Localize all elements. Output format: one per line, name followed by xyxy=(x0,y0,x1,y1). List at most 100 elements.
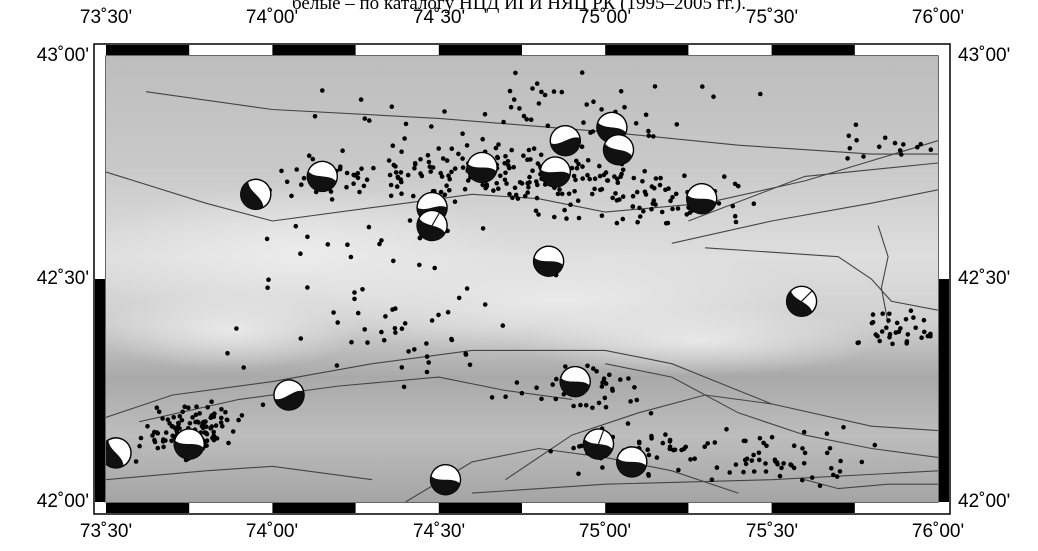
epicenter-dot xyxy=(724,427,729,432)
epicenter-dot xyxy=(531,146,537,151)
epicenter-dot xyxy=(460,165,466,170)
epicenter-dot xyxy=(584,102,589,107)
epicenter-dot xyxy=(579,144,585,149)
epicenter-dot xyxy=(463,352,469,357)
lon-tick-top: 73˚30' xyxy=(79,7,133,28)
epicenter-dot xyxy=(505,159,511,164)
epicenter-dot xyxy=(359,166,364,171)
epicenter-dot xyxy=(579,70,585,75)
epicenter-dot xyxy=(160,439,166,444)
focal-mechanism xyxy=(532,245,565,277)
epicenter-dot xyxy=(660,440,666,446)
epicenter-dot xyxy=(625,421,631,426)
epicenter-dot xyxy=(167,421,172,426)
epicenter-dot xyxy=(513,192,519,198)
epicenter-dot xyxy=(460,131,465,136)
epicenter-dot xyxy=(412,161,418,166)
epicenter-dot xyxy=(179,418,185,423)
epicenter-dot xyxy=(777,473,783,479)
epicenter-dot xyxy=(456,151,461,157)
epicenter-dot xyxy=(519,181,525,186)
epicenter-dot xyxy=(438,189,444,195)
epicenter-dot xyxy=(599,384,605,389)
epicenter-dot xyxy=(634,397,640,403)
epicenter-dot xyxy=(809,475,815,480)
epicenter-dot xyxy=(566,191,572,197)
epicenter-dot xyxy=(355,310,361,316)
lat-tick-left: 42˚30' xyxy=(36,268,89,289)
epicenter-dot xyxy=(855,340,860,346)
epicenter-dot xyxy=(732,213,738,219)
epicenter-dot xyxy=(186,405,191,411)
epicenter-dot xyxy=(674,122,680,127)
epicenter-dot xyxy=(236,417,241,423)
fault-line xyxy=(671,189,938,244)
epicenter-dot xyxy=(601,172,607,178)
epicenter-dot xyxy=(226,440,231,446)
epicenter-dot xyxy=(402,136,407,141)
epicenter-dot xyxy=(447,176,453,182)
epicenter-dot xyxy=(393,306,398,311)
epicenter-dot xyxy=(338,164,343,169)
epicenter-dot xyxy=(154,405,160,411)
epicenter-dot xyxy=(526,147,532,153)
epicenter-dot xyxy=(465,178,471,183)
epicenter-dot xyxy=(334,363,340,368)
epicenter-dot xyxy=(615,180,621,185)
epicenter-dot xyxy=(576,161,581,167)
lon-tick-bottom: 75˚30' xyxy=(745,521,799,542)
epicenter-dot xyxy=(328,189,334,194)
lon-tick-bottom: 75˚00' xyxy=(578,521,632,542)
epicenter-dot xyxy=(194,404,199,410)
epicenter-dot xyxy=(763,461,768,466)
epicenter-dot xyxy=(757,457,762,463)
epicenter-dot xyxy=(360,287,365,292)
lon-scale-segment xyxy=(272,503,356,513)
lat-tick-right: 42˚30' xyxy=(958,268,1011,289)
epicenter-dot xyxy=(688,457,693,462)
epicenter-dot xyxy=(610,388,615,393)
epicenter-dot xyxy=(155,431,161,436)
epicenter-dot xyxy=(637,440,642,446)
epicenter-dot xyxy=(633,121,639,126)
epicenter-dot xyxy=(596,400,602,406)
epicenter-dot xyxy=(896,329,902,335)
epicenter-dot xyxy=(381,338,387,343)
lon-tick-bottom: 76˚00' xyxy=(911,521,965,542)
epicenter-dot xyxy=(464,286,470,291)
epicenter-dot xyxy=(187,421,193,426)
epicenter-dot xyxy=(824,431,830,437)
epicenter-dot xyxy=(901,142,906,147)
epicenter-dot xyxy=(399,149,404,154)
epicenter-dot xyxy=(801,461,807,466)
epicenter-dot xyxy=(613,191,618,196)
epicenter-dot xyxy=(572,189,577,194)
epicenter-dot xyxy=(260,402,266,408)
epicenter-dot xyxy=(667,444,673,450)
epicenter-dot xyxy=(876,144,882,150)
focal-mechanism xyxy=(416,209,448,242)
epicenter-dot xyxy=(399,326,405,332)
epicenter-dot xyxy=(521,113,527,119)
epicenter-dot xyxy=(496,186,501,191)
epicenter-dot xyxy=(700,84,705,89)
epicenter-dot xyxy=(640,179,645,184)
epicenter-dot xyxy=(349,339,354,345)
epicenter-dot xyxy=(831,472,836,478)
epicenter-dot xyxy=(193,419,198,425)
epicenter-dot xyxy=(711,94,716,99)
epicenter-dot xyxy=(484,182,490,188)
epicenter-dot xyxy=(171,415,176,420)
epicenter-dot xyxy=(344,170,350,176)
focal-mechanism xyxy=(429,464,462,496)
epicenter-dot xyxy=(379,329,384,335)
epicenter-dot xyxy=(298,336,304,341)
epicenter-dot xyxy=(904,341,909,346)
epicenter-dot xyxy=(528,117,534,122)
epicenter-dot xyxy=(533,208,539,214)
epicenter-dot xyxy=(489,395,495,400)
epicenter-dot xyxy=(340,148,345,153)
epicenter-dot xyxy=(312,114,318,119)
epicenter-dot xyxy=(425,153,431,158)
epicenter-dot xyxy=(773,459,778,464)
